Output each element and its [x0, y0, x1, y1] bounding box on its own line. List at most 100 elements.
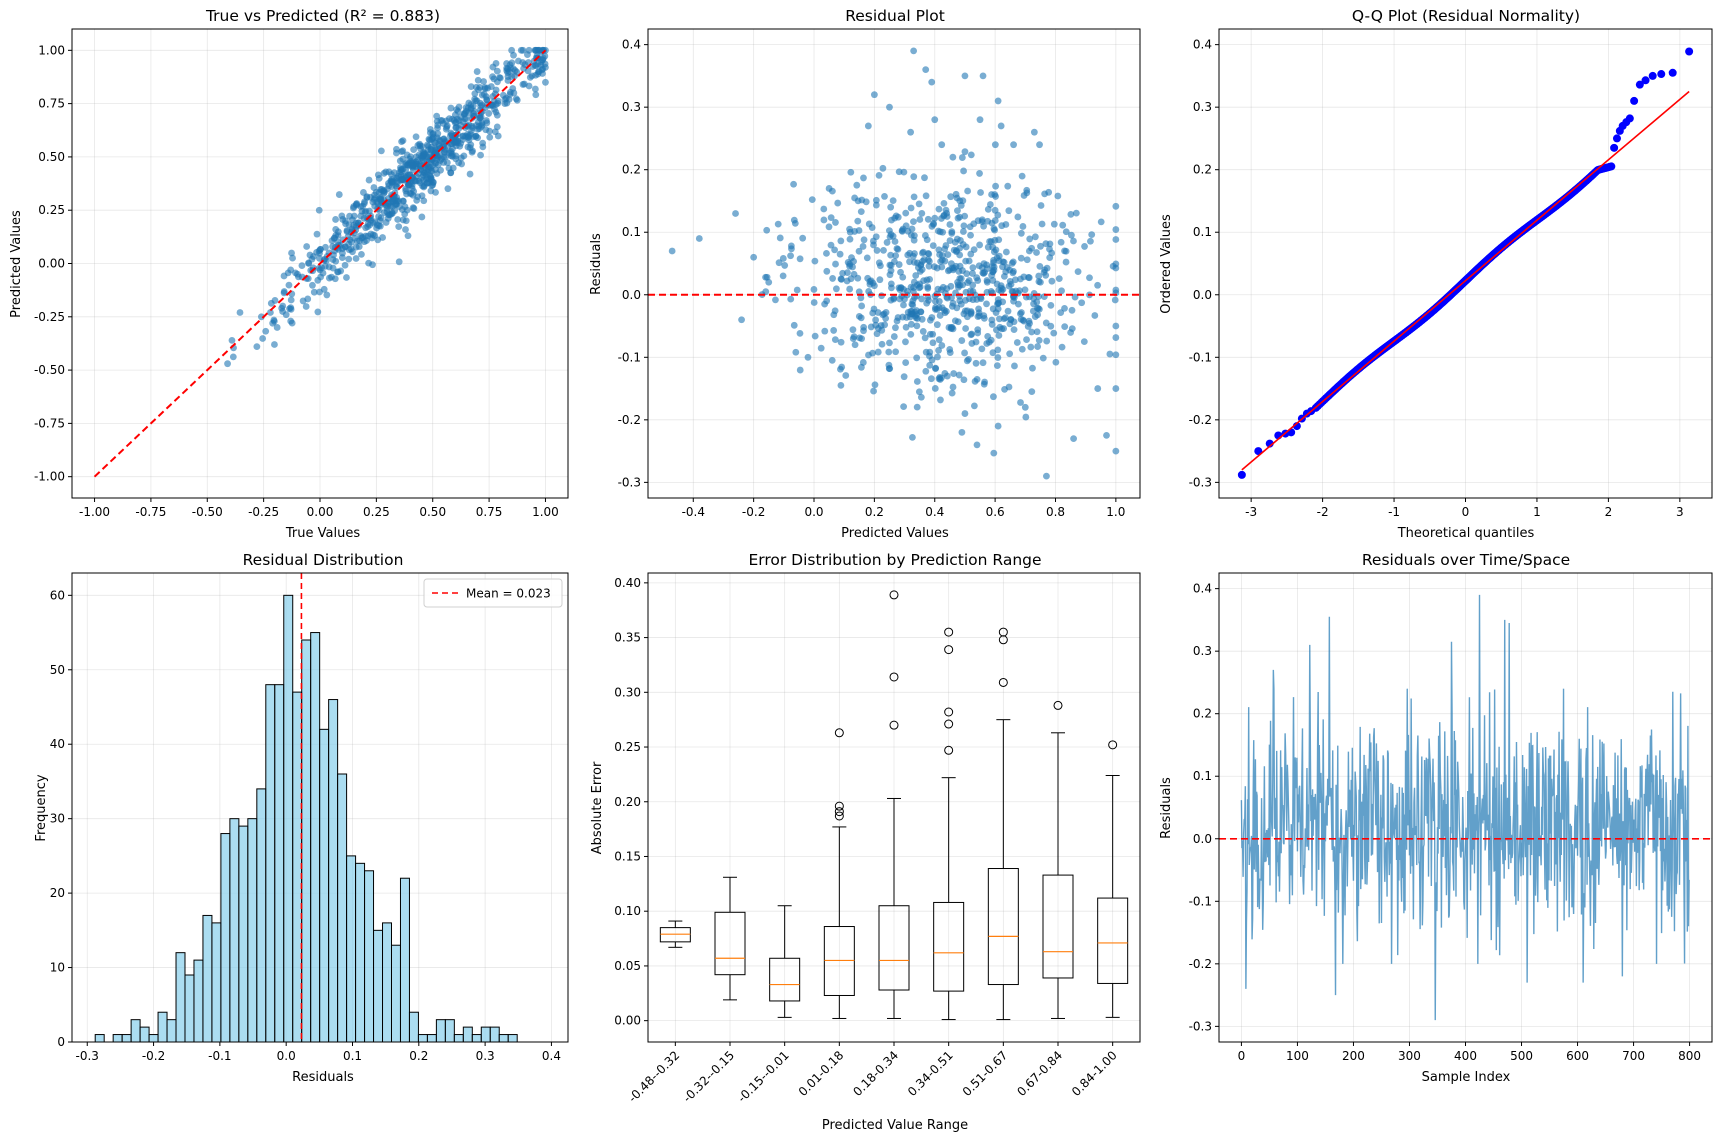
scatter-point — [872, 316, 880, 324]
histogram-bar — [489, 1026, 500, 1043]
scatter-point — [907, 204, 915, 212]
histogram-bar — [139, 1026, 150, 1043]
y-tick-label: 0.2 — [622, 163, 641, 177]
scatter-point — [926, 330, 934, 338]
qq-point — [1648, 71, 1657, 80]
scatter-point — [323, 291, 331, 299]
scatter-point — [967, 231, 974, 239]
scatter-point — [942, 206, 950, 214]
scatter-point — [951, 238, 959, 246]
scatter-point — [1036, 305, 1043, 313]
scatter-point — [846, 228, 854, 236]
scatter-point — [531, 85, 539, 93]
scatter-point — [465, 121, 473, 129]
scatter-point — [1112, 226, 1120, 233]
scatter-point — [860, 236, 868, 244]
scatter-point — [442, 125, 450, 133]
scatter-point — [916, 216, 924, 223]
scatter-point — [925, 262, 933, 270]
scatter-point — [1045, 188, 1053, 196]
scatter-point — [542, 63, 549, 71]
scatter-point — [858, 302, 866, 310]
scatter-point — [539, 54, 547, 62]
qq-point — [1657, 70, 1666, 79]
scatter-point — [837, 338, 845, 346]
scatter-point — [1029, 364, 1036, 372]
scatter-point — [419, 182, 426, 190]
scatter-point — [810, 299, 818, 306]
scatter-point — [402, 217, 410, 225]
scatter-point — [384, 202, 392, 210]
plot-area — [93, 46, 549, 478]
scatter-point — [447, 149, 455, 157]
scatter-point — [941, 257, 949, 265]
scatter-point — [287, 266, 295, 274]
scatter-point — [989, 268, 997, 276]
legend: Mean = 0.023 — [423, 578, 563, 608]
histogram-bar — [247, 818, 258, 1043]
scatter-point — [922, 367, 930, 375]
scatter-point — [1080, 338, 1088, 345]
scatter-point — [862, 198, 870, 206]
scatter-point — [1062, 247, 1070, 255]
outlier-point — [1108, 740, 1118, 750]
scatter-point — [1002, 221, 1010, 228]
scatter-point — [983, 288, 991, 296]
scatter-point — [1112, 334, 1120, 341]
scatter-point — [325, 274, 333, 282]
scatter-point — [988, 191, 995, 198]
scatter-point — [393, 194, 401, 201]
scatter-point — [984, 243, 992, 251]
y-tick-label: -0.2 — [1189, 957, 1212, 971]
scatter-point — [913, 403, 921, 411]
scatter-point — [487, 83, 495, 90]
scatter-point — [968, 340, 976, 347]
x-tick-label: 2 — [1605, 505, 1613, 519]
scatter-point — [1033, 298, 1041, 306]
scatter-point — [983, 300, 990, 308]
scatter-point — [302, 303, 310, 310]
scatter-point — [1037, 242, 1044, 250]
y-tick-label: 0.40 — [614, 576, 641, 590]
scatter-point — [418, 213, 426, 221]
outlier-point — [889, 590, 899, 600]
scatter-point — [928, 314, 936, 321]
histogram-bar — [112, 1034, 123, 1043]
axes: -0.4 -0.2 0.0 0.2 0.4 0.6 0.8 1.0 -0.3 -0.2 -0.1 0.… — [618, 38, 1126, 519]
scatter-point — [924, 284, 932, 292]
scatter-point — [913, 292, 921, 300]
scatter-point — [1013, 339, 1021, 346]
scatter-point — [779, 272, 787, 280]
scatter-point — [955, 371, 963, 379]
histogram-bar — [256, 788, 267, 1043]
scatter-point — [907, 283, 915, 291]
scatter-point — [887, 296, 895, 304]
scatter-point — [947, 260, 955, 268]
scatter-point — [832, 285, 840, 293]
scatter-point — [1072, 209, 1080, 217]
iqr-box — [878, 905, 910, 991]
scatter-point — [1068, 231, 1075, 239]
scatter-point — [372, 188, 380, 196]
scatter-point — [793, 286, 801, 294]
scatter-point — [995, 332, 1003, 339]
scatter-point — [991, 141, 999, 149]
x-tick-label: -0.1 — [208, 1049, 231, 1063]
y-tick-label: 0.15 — [614, 849, 641, 863]
y-tick-label: -0.1 — [1189, 894, 1212, 908]
scatter-point — [995, 315, 1003, 323]
scatter-point — [932, 364, 939, 372]
scatter-point — [854, 274, 862, 282]
scatter-point — [486, 133, 494, 141]
x-tick-label: 1 — [1533, 505, 1541, 519]
legend-box — [423, 578, 563, 608]
scatter-point — [969, 281, 977, 289]
scatter-point — [1010, 141, 1017, 149]
scatter-point — [287, 317, 295, 325]
scatter-point — [262, 327, 270, 335]
scatter-point — [880, 246, 887, 254]
scatter-point — [983, 277, 991, 284]
scatter-point — [787, 242, 795, 250]
scatter-point — [732, 210, 739, 217]
scatter-point — [876, 262, 884, 270]
